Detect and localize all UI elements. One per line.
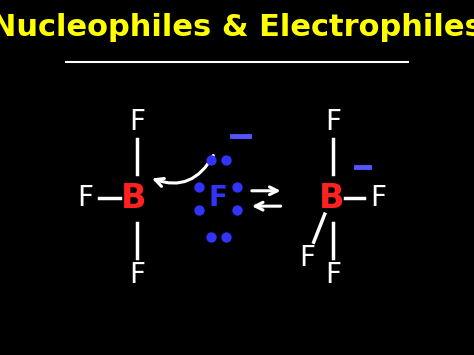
- Text: B: B: [319, 182, 345, 215]
- Text: F: F: [209, 185, 228, 212]
- Text: F: F: [370, 185, 386, 212]
- Point: [195, 185, 203, 190]
- Point: [222, 157, 229, 163]
- Point: [222, 234, 229, 240]
- Point: [195, 207, 203, 213]
- Text: B: B: [121, 182, 146, 215]
- Point: [233, 185, 241, 190]
- Point: [207, 234, 214, 240]
- Text: F: F: [325, 108, 341, 136]
- Point: [207, 157, 214, 163]
- Text: F: F: [129, 261, 145, 289]
- Point: [233, 207, 241, 213]
- Text: F: F: [78, 185, 94, 212]
- Text: F: F: [325, 261, 341, 289]
- Text: F: F: [300, 244, 316, 272]
- Text: F: F: [129, 108, 145, 136]
- Text: Nucleophiles & Electrophiles: Nucleophiles & Electrophiles: [0, 13, 474, 42]
